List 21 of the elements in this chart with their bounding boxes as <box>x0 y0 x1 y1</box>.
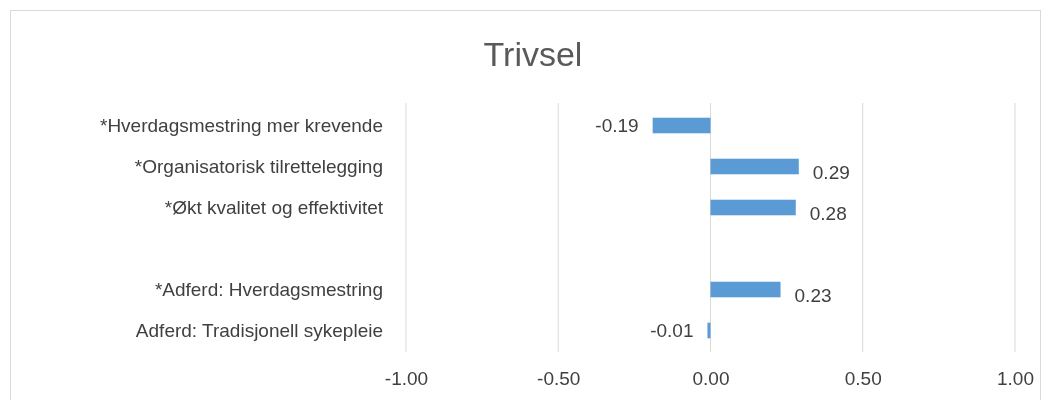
y-tick-label: *Økt kvalitet og effektivitet <box>164 196 384 218</box>
data-label: 0.28 <box>809 203 847 225</box>
bar <box>710 281 781 298</box>
x-tick-label: 0.50 <box>844 368 882 390</box>
y-tick-label: *Adferd: Hverdagsmestring <box>154 278 383 300</box>
bar <box>652 117 711 134</box>
x-tick-label: -1.00 <box>384 368 429 390</box>
bar <box>710 199 796 216</box>
data-label: -0.01 <box>650 320 694 342</box>
data-label: -0.19 <box>595 115 639 137</box>
bar <box>710 158 799 175</box>
x-tick-label: 1.00 <box>997 368 1034 390</box>
data-label: 0.23 <box>794 285 832 307</box>
bar <box>707 322 711 339</box>
y-tick-label: Adferd: Tradisjonell sykepleie <box>135 319 383 341</box>
y-tick-label: *Organisatorisk tilrettelegging <box>134 155 383 177</box>
data-label: 0.29 <box>812 162 850 184</box>
y-tick-label: *Hverdagsmestring mer krevende <box>99 114 383 136</box>
x-tick-label: -0.50 <box>537 368 581 390</box>
x-tick-label: 0.00 <box>692 368 730 390</box>
chart-title: Trivsel <box>483 35 583 73</box>
